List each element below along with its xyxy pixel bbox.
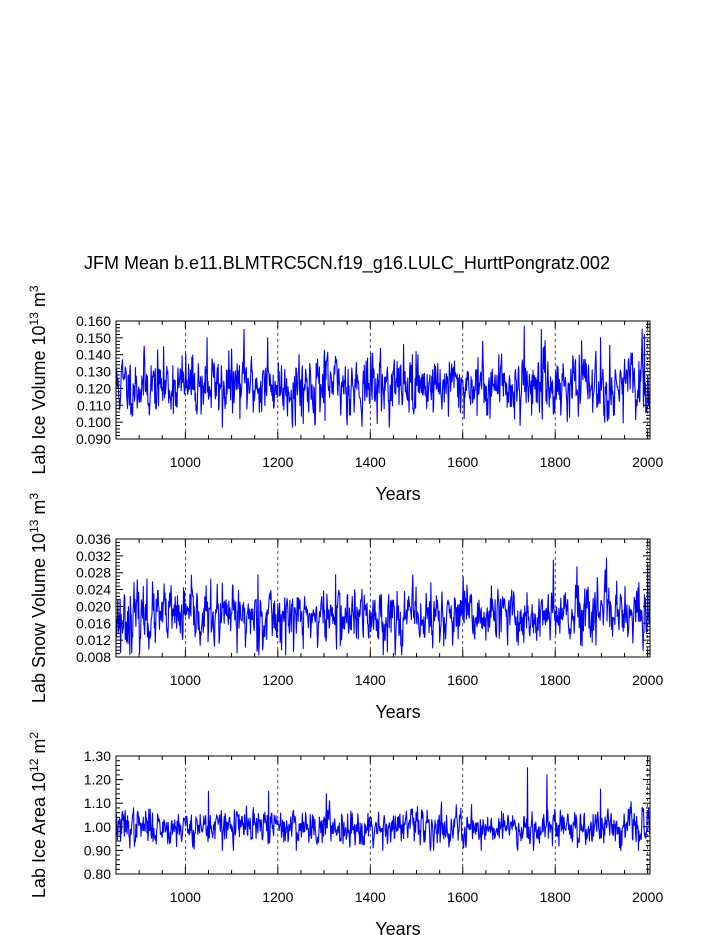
x-tick-label: 1400: [355, 454, 386, 470]
series-line-ice-volume: [115, 325, 651, 428]
series-line-ice-area: [115, 767, 651, 851]
x-tick-label: 1200: [262, 889, 293, 905]
plot-frame: [115, 755, 651, 875]
panel-snow-volume: 1000 1200 1400 1600 1800 20000.0080.0120.0160…: [27, 493, 663, 722]
y-axis-label-main: Lab Ice Area 10: [29, 772, 49, 898]
y-tick-label: 0.016: [76, 615, 111, 631]
x-tick-label: 1600: [447, 672, 478, 688]
x-tick-label: 1600: [447, 454, 478, 470]
x-axis-label: Years: [375, 919, 420, 935]
chart-title: JFM Mean b.e11.BLMTRC5CN.f19_g16.LULC_Hu…: [84, 253, 610, 274]
y-tick-label: 0.80: [84, 866, 111, 882]
x-tick-label: 2000: [632, 454, 663, 470]
x-tick-label: 1800: [540, 672, 571, 688]
y-tick-label: 0.020: [76, 598, 111, 614]
x-tick-label: 1800: [540, 889, 571, 905]
x-tick-label: 1200: [262, 672, 293, 688]
y-tick-label: 0.100: [76, 414, 111, 430]
x-axis-label: Years: [375, 702, 420, 722]
x-tick-label: 1400: [355, 889, 386, 905]
x-tick-label: 1600: [447, 889, 478, 905]
y-tick-label: 0.024: [76, 582, 111, 598]
x-tick-label: 1800: [540, 454, 571, 470]
y-tick-label: 0.090: [76, 431, 111, 447]
y-axis-label-unit: m: [29, 292, 49, 312]
y-tick-label: 0.008: [76, 649, 111, 665]
series-line-snow-volume: [115, 557, 651, 656]
y-tick-label: 0.012: [76, 632, 111, 648]
plot-frame: [115, 538, 651, 658]
y-axis-label: Lab Ice Volume 1013 m3: [27, 285, 49, 474]
x-tick-label: 1000: [170, 672, 201, 688]
y-axis-label-unit-exponent: 3: [27, 493, 41, 500]
y-axis-label: Lab Ice Area 1012 m2: [27, 732, 49, 898]
x-axis-label: Years: [375, 484, 420, 504]
x-tick-label: 1400: [355, 672, 386, 688]
y-tick-label: 0.90: [84, 842, 111, 858]
x-tick-label: 2000: [632, 672, 663, 688]
y-axis-label-exponent: 12: [27, 758, 41, 772]
y-tick-label: 0.036: [76, 531, 111, 547]
y-tick-label: 0.110: [77, 397, 111, 413]
y-axis-label-unit-exponent: 3: [27, 285, 41, 292]
x-tick-label: 1000: [170, 454, 201, 470]
x-tick-label: 2000: [632, 889, 663, 905]
x-tick-label: 1200: [262, 454, 293, 470]
y-axis-label-exponent: 13: [27, 312, 41, 326]
y-tick-label: 0.140: [76, 347, 111, 363]
x-tick-label: 1000: [170, 889, 201, 905]
y-tick-label: 0.032: [76, 548, 111, 564]
panel-ice-area: 1000 1200 1400 1600 1800 2000 0.80 0.90 1.00 1.10…: [27, 732, 663, 935]
y-tick-label: 0.160: [76, 313, 111, 329]
y-tick-label: 0.120: [76, 380, 111, 396]
y-axis-label-unit: m: [29, 739, 49, 759]
y-axis-label-unit: m: [29, 500, 49, 520]
y-tick-label: 1.10: [84, 795, 111, 811]
y-tick-label: 0.028: [76, 565, 111, 581]
y-axis-label-unit-exponent: 2: [27, 732, 41, 739]
y-axis-label-exponent: 13: [27, 519, 41, 533]
y-tick-label: 1.00: [84, 819, 111, 835]
y-axis-label: Lab Snow Volume 1013 m3: [27, 493, 49, 703]
y-axis-label-main: Lab Snow Volume 10: [29, 533, 49, 703]
plot-frame: [115, 320, 651, 440]
y-tick-label: 1.20: [84, 772, 111, 788]
y-tick-label: 1.30: [84, 748, 111, 764]
y-tick-label: 0.150: [76, 330, 111, 346]
panel-ice-volume: 1000 1200 1400 1600 1800 20000.0900.1000.1100…: [27, 285, 663, 504]
y-axis-label-main: Lab Ice Volume 10: [29, 325, 49, 474]
y-tick-label: 0.130: [76, 364, 111, 380]
